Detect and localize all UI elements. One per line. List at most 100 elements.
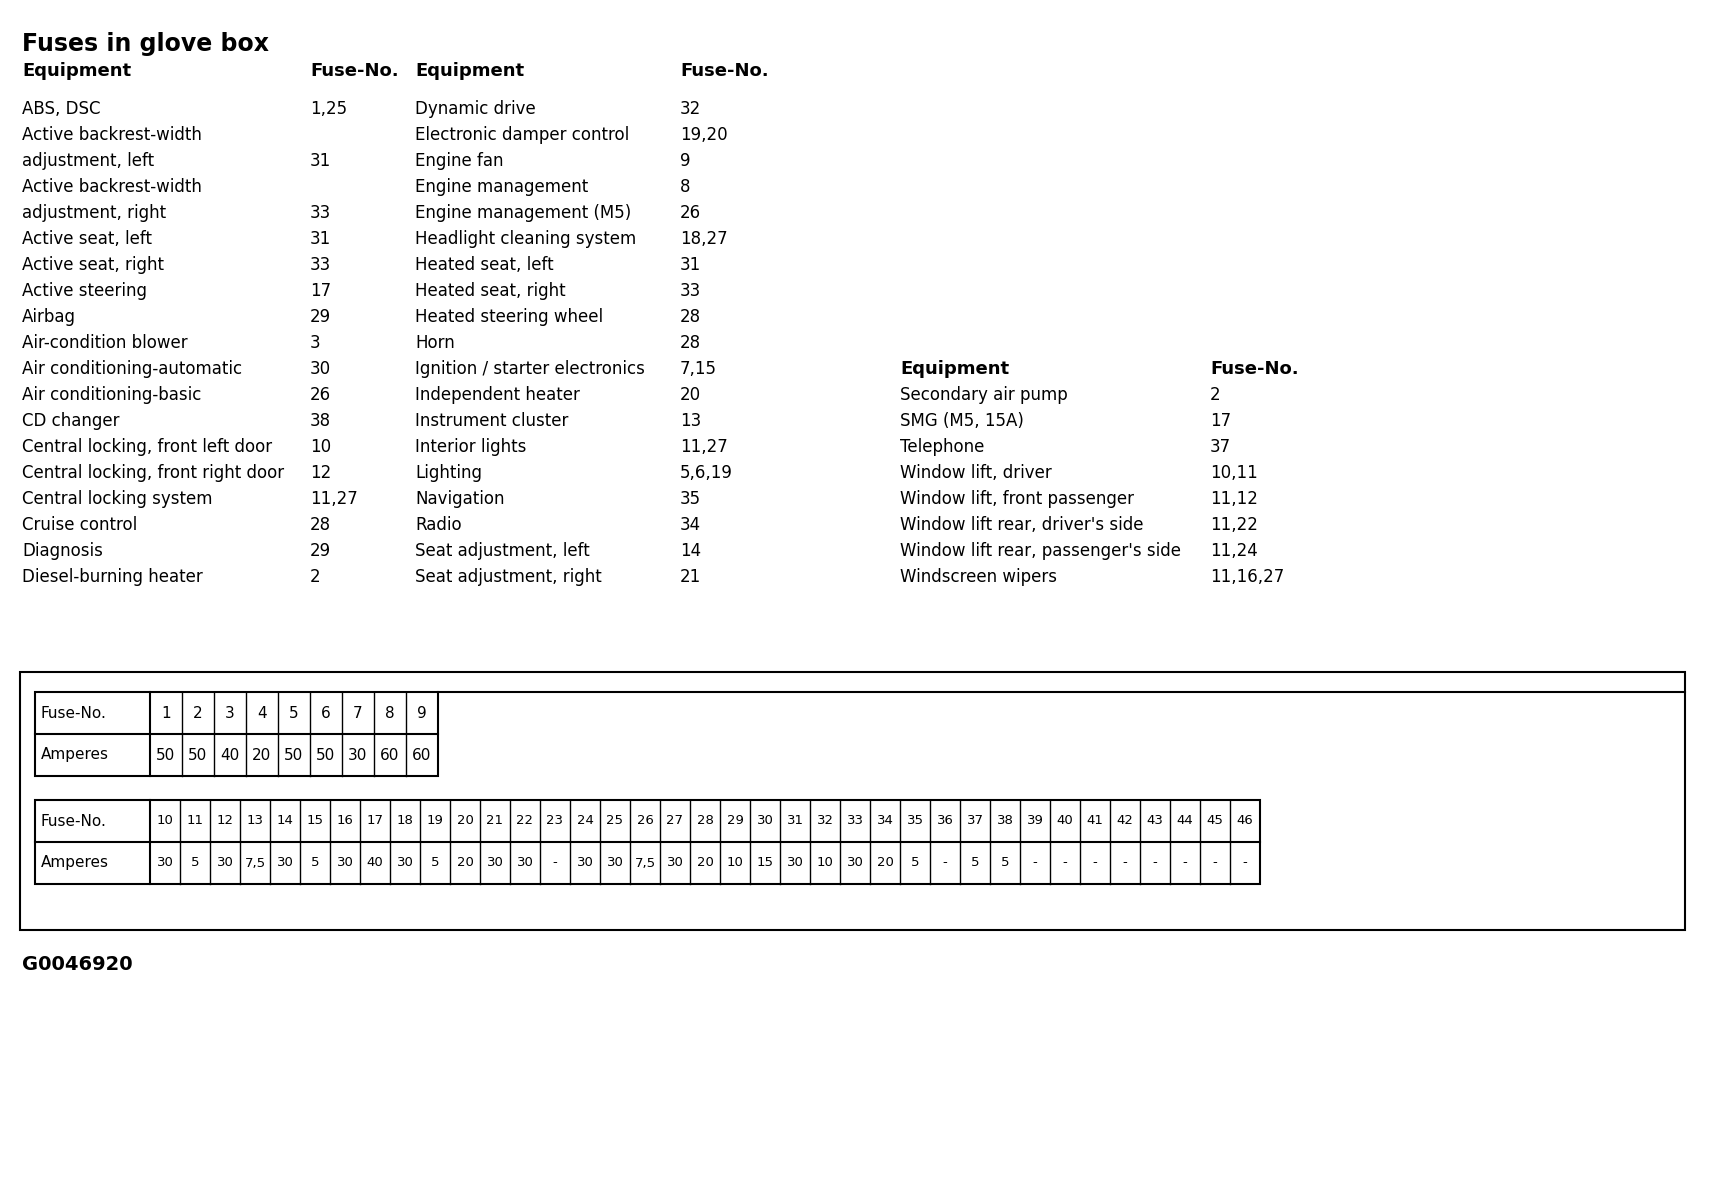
Text: Heated steering wheel: Heated steering wheel: [415, 308, 603, 326]
Text: 20: 20: [696, 856, 713, 869]
Text: 37: 37: [967, 815, 982, 828]
Text: 37: 37: [1210, 438, 1231, 456]
Text: 25: 25: [607, 815, 624, 828]
Text: -: -: [1092, 856, 1097, 869]
Text: Fuse-No.: Fuse-No.: [1210, 360, 1297, 378]
Text: 14: 14: [276, 815, 293, 828]
Text: 60: 60: [381, 748, 399, 762]
Text: 14: 14: [680, 542, 701, 560]
Text: 35: 35: [907, 815, 922, 828]
Text: 39: 39: [1027, 815, 1042, 828]
Text: Equipment: Equipment: [900, 360, 1008, 378]
Text: Air-condition blower: Air-condition blower: [22, 333, 187, 353]
Text: 20: 20: [456, 856, 473, 869]
Text: 11,27: 11,27: [310, 490, 358, 509]
Text: 30: 30: [348, 748, 367, 762]
Text: 28: 28: [680, 308, 701, 326]
Text: Engine fan: Engine fan: [415, 152, 504, 170]
Text: 9: 9: [417, 705, 427, 721]
Text: 31: 31: [680, 256, 701, 274]
Text: 40: 40: [367, 856, 384, 869]
Text: 33: 33: [847, 815, 862, 828]
Text: 30: 30: [787, 856, 802, 869]
Text: 3: 3: [225, 705, 235, 721]
Text: 34: 34: [680, 516, 701, 534]
Text: Dynamic drive: Dynamic drive: [415, 100, 535, 118]
Text: -: -: [1183, 856, 1186, 869]
Text: 2: 2: [310, 568, 321, 586]
Text: Amperes: Amperes: [41, 748, 110, 762]
Text: Fuse-No.: Fuse-No.: [41, 813, 106, 829]
Text: 5: 5: [190, 856, 199, 869]
Text: Electronic damper control: Electronic damper control: [415, 126, 629, 144]
Text: 15: 15: [307, 815, 324, 828]
Text: 6: 6: [321, 705, 331, 721]
Text: 7,5: 7,5: [245, 856, 266, 869]
Text: 29: 29: [727, 815, 742, 828]
Text: Air conditioning-basic: Air conditioning-basic: [22, 386, 201, 404]
Bar: [21, 672, 1685, 930]
Text: 8: 8: [386, 705, 394, 721]
Text: 10,11: 10,11: [1210, 464, 1256, 482]
Text: 5: 5: [970, 856, 979, 869]
Text: 31: 31: [310, 230, 331, 248]
Text: 20: 20: [456, 815, 473, 828]
Text: Window lift, driver: Window lift, driver: [900, 464, 1051, 482]
Text: 5: 5: [290, 705, 298, 721]
Text: 28: 28: [696, 815, 713, 828]
Text: Telephone: Telephone: [900, 438, 984, 456]
Text: Seat adjustment, right: Seat adjustment, right: [415, 568, 602, 586]
Text: 2: 2: [1210, 386, 1220, 404]
Text: Diesel-burning heater: Diesel-burning heater: [22, 568, 202, 586]
Text: Seat adjustment, left: Seat adjustment, left: [415, 542, 590, 560]
Text: 30: 30: [607, 856, 624, 869]
Text: Central locking system: Central locking system: [22, 490, 213, 509]
Text: 46: 46: [1236, 815, 1253, 828]
Text: Instrument cluster: Instrument cluster: [415, 412, 567, 430]
Text: 8: 8: [680, 177, 691, 197]
Text: 33: 33: [680, 282, 701, 300]
Text: 12: 12: [310, 464, 331, 482]
Text: 30: 30: [310, 360, 331, 378]
Text: 5,6,19: 5,6,19: [680, 464, 732, 482]
Text: 34: 34: [876, 815, 893, 828]
Text: 22: 22: [516, 815, 533, 828]
Text: Ignition / starter electronics: Ignition / starter electronics: [415, 360, 644, 378]
Text: 5: 5: [310, 856, 319, 869]
Text: Independent heater: Independent heater: [415, 386, 579, 404]
Text: 26: 26: [310, 386, 331, 404]
Text: 11,16,27: 11,16,27: [1210, 568, 1284, 586]
Text: Heated seat, right: Heated seat, right: [415, 282, 566, 300]
Text: Equipment: Equipment: [415, 62, 524, 80]
Text: Fuse-No.: Fuse-No.: [41, 705, 106, 721]
Text: 38: 38: [310, 412, 331, 430]
Text: 30: 30: [576, 856, 593, 869]
Text: 24: 24: [576, 815, 593, 828]
Text: 20: 20: [680, 386, 701, 404]
Text: Airbag: Airbag: [22, 308, 75, 326]
Text: 41: 41: [1087, 815, 1102, 828]
Text: 4: 4: [257, 705, 267, 721]
Text: -: -: [1212, 856, 1217, 869]
Text: 29: 29: [310, 542, 331, 560]
Text: 11,24: 11,24: [1210, 542, 1256, 560]
Text: 29: 29: [310, 308, 331, 326]
Text: 50: 50: [156, 748, 175, 762]
Text: 7,15: 7,15: [680, 360, 716, 378]
Text: 31: 31: [787, 815, 804, 828]
Text: 30: 30: [756, 815, 773, 828]
Text: adjustment, left: adjustment, left: [22, 152, 154, 170]
Text: 30: 30: [516, 856, 533, 869]
Text: 17: 17: [1210, 412, 1231, 430]
Text: Window lift, front passenger: Window lift, front passenger: [900, 490, 1133, 509]
Text: 44: 44: [1176, 815, 1193, 828]
Text: 23: 23: [547, 815, 564, 828]
Text: 5: 5: [910, 856, 919, 869]
Text: 21: 21: [680, 568, 701, 586]
Text: Window lift rear, driver's side: Window lift rear, driver's side: [900, 516, 1143, 534]
Text: 21: 21: [487, 815, 504, 828]
Text: 16: 16: [336, 815, 353, 828]
Text: 43: 43: [1147, 815, 1162, 828]
Text: 12: 12: [216, 815, 233, 828]
Text: 26: 26: [680, 204, 701, 222]
